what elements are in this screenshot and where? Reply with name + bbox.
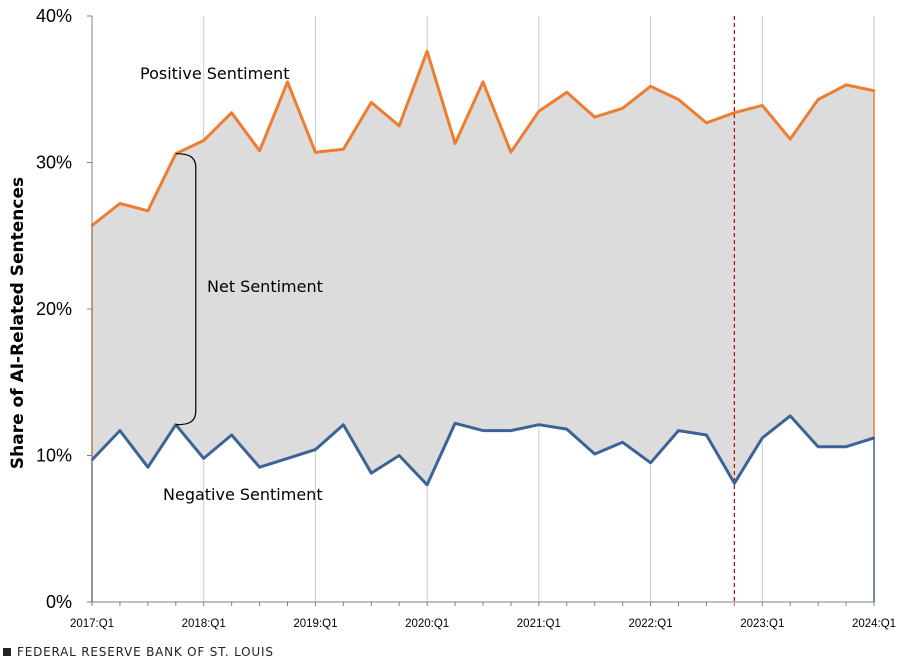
net-sentiment-bracket (175, 153, 197, 426)
point-negative (314, 448, 317, 451)
point-positive (146, 209, 150, 213)
point-positive (705, 121, 708, 125)
point-negative (705, 433, 708, 437)
point-negative (649, 461, 652, 465)
point-negative (733, 482, 736, 485)
point-negative (453, 422, 457, 425)
point-positive (509, 151, 513, 154)
x-tick-label: 2017:Q1 (70, 618, 114, 630)
point-positive (370, 101, 373, 104)
point-negative (677, 429, 680, 432)
point-positive (537, 110, 541, 113)
point-positive (118, 202, 122, 205)
point-positive (453, 142, 457, 145)
point-negative (816, 445, 820, 448)
point-negative (593, 452, 596, 456)
point-negative (146, 466, 150, 469)
point-negative (565, 427, 568, 431)
x-tick-label: 2021:Q1 (517, 618, 561, 630)
footer: FEDERAL RESERVE BANK OF ST. LOUIS (3, 645, 274, 659)
point-negative (789, 414, 792, 418)
y-tick-label: 20% (36, 299, 72, 319)
point-negative (425, 483, 429, 486)
point-positive (286, 80, 289, 84)
point-positive (649, 85, 652, 88)
footer-square-icon (3, 648, 11, 656)
point-negative (202, 457, 205, 460)
point-negative (537, 423, 541, 426)
point-positive (258, 149, 261, 152)
point-positive (481, 80, 485, 84)
chart: 0% 10% 20% 30% 40% 2017:Q1 2018:Q1 2019:Q1 2020… (8, 6, 896, 630)
point-negative (370, 471, 373, 475)
y-tick-label: 40% (36, 6, 72, 26)
point-positive (425, 49, 429, 53)
point-positive (789, 137, 792, 141)
point-negative (509, 429, 513, 432)
annotation-positive: Positive Sentiment (140, 64, 289, 83)
point-positive (761, 104, 764, 107)
point-negative (844, 445, 848, 448)
point-negative (872, 436, 876, 440)
point-positive (398, 124, 401, 128)
x-tick-label: 2020:Q1 (405, 618, 449, 630)
point-positive (202, 139, 205, 142)
point-positive (816, 98, 820, 101)
point-negative (481, 429, 485, 432)
point-negative (286, 457, 289, 460)
point-positive (593, 115, 596, 119)
point-positive (733, 111, 736, 114)
point-positive (314, 151, 317, 154)
point-negative (398, 454, 401, 457)
series-points (90, 49, 876, 486)
point-positive (565, 90, 568, 94)
x-tick-label: 2022:Q1 (629, 618, 673, 630)
x-tick-label: 2018:Q1 (182, 618, 226, 630)
x-axis-ticks: 2017:Q1 2018:Q1 2019:Q1 2020:Q1 2021:Q1 2022:… (70, 602, 896, 630)
x-tick-label: 2024:Q1 (852, 618, 896, 630)
point-negative (118, 429, 122, 432)
x-tick-label: 2019:Q1 (293, 618, 337, 630)
point-negative (342, 423, 345, 426)
y-tick-label: 30% (36, 153, 72, 173)
point-negative (258, 466, 261, 469)
y-axis-ticks: 0% 10% 20% 30% 40% (36, 6, 92, 612)
point-positive (621, 107, 624, 110)
point-positive (844, 83, 848, 87)
point-positive (872, 89, 876, 92)
point-positive (677, 98, 680, 101)
y-tick-label: 10% (36, 446, 72, 466)
point-negative (621, 441, 624, 444)
annotation-net: Net Sentiment (207, 277, 323, 296)
net-sentiment-band (92, 51, 874, 485)
y-axis-label: Share of AI-Related Sentences (8, 177, 28, 469)
y-tick-label: 0% (46, 592, 72, 612)
point-negative (761, 436, 764, 440)
annotation-negative: Negative Sentiment (163, 485, 323, 504)
point-negative (230, 433, 233, 437)
point-positive (342, 148, 345, 151)
footer-text: FEDERAL RESERVE BANK OF ST. LOUIS (17, 645, 274, 659)
point-positive (230, 111, 233, 114)
x-tick-label: 2023:Q1 (740, 618, 784, 630)
